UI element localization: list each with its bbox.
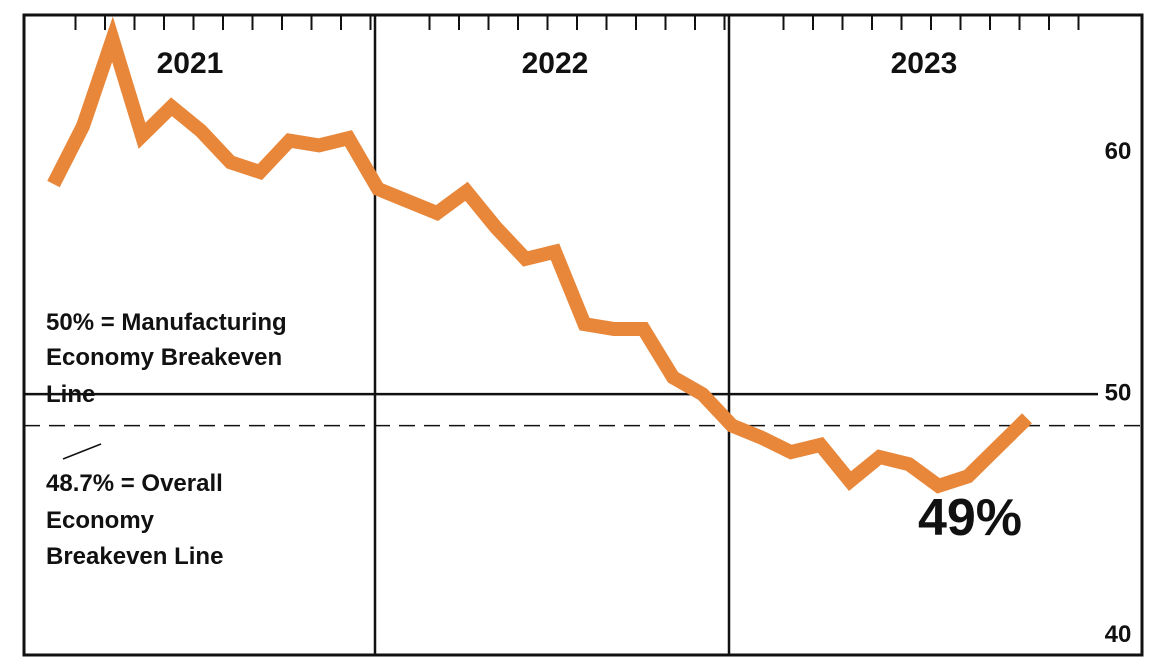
- series-layer: [47, 16, 1032, 494]
- end-value-label: 49%: [918, 489, 1022, 547]
- y-tick-label-60: 60: [1105, 138, 1132, 165]
- year-label-2023: 2023: [891, 47, 958, 80]
- month-ticks: [74, 15, 1080, 30]
- chart-frame: [22, 13, 1144, 657]
- manufacturing-breakeven-annotation-line-1: 50% = Manufacturing: [46, 309, 287, 336]
- series-line: [47, 16, 1032, 494]
- overall-breakeven-annotation-line-1: 48.7% = Overall: [46, 470, 223, 497]
- overall-breakeven-annotation-line-3: Breakeven Line: [46, 543, 223, 570]
- manufacturing-breakeven-annotation-line-2: Economy Breakeven: [46, 344, 282, 371]
- year-label-2021: 2021: [157, 47, 224, 80]
- y-tick-label-40: 40: [1105, 621, 1132, 648]
- manufacturing-breakeven-annotation-line-3: Line: [46, 381, 95, 408]
- overall-breakeven-pointer: [62, 443, 102, 460]
- year-label-2022: 2022: [522, 47, 589, 80]
- y-tick-label-50: 50: [1105, 380, 1132, 407]
- overall-breakeven-annotation-line-2: Economy: [46, 507, 155, 534]
